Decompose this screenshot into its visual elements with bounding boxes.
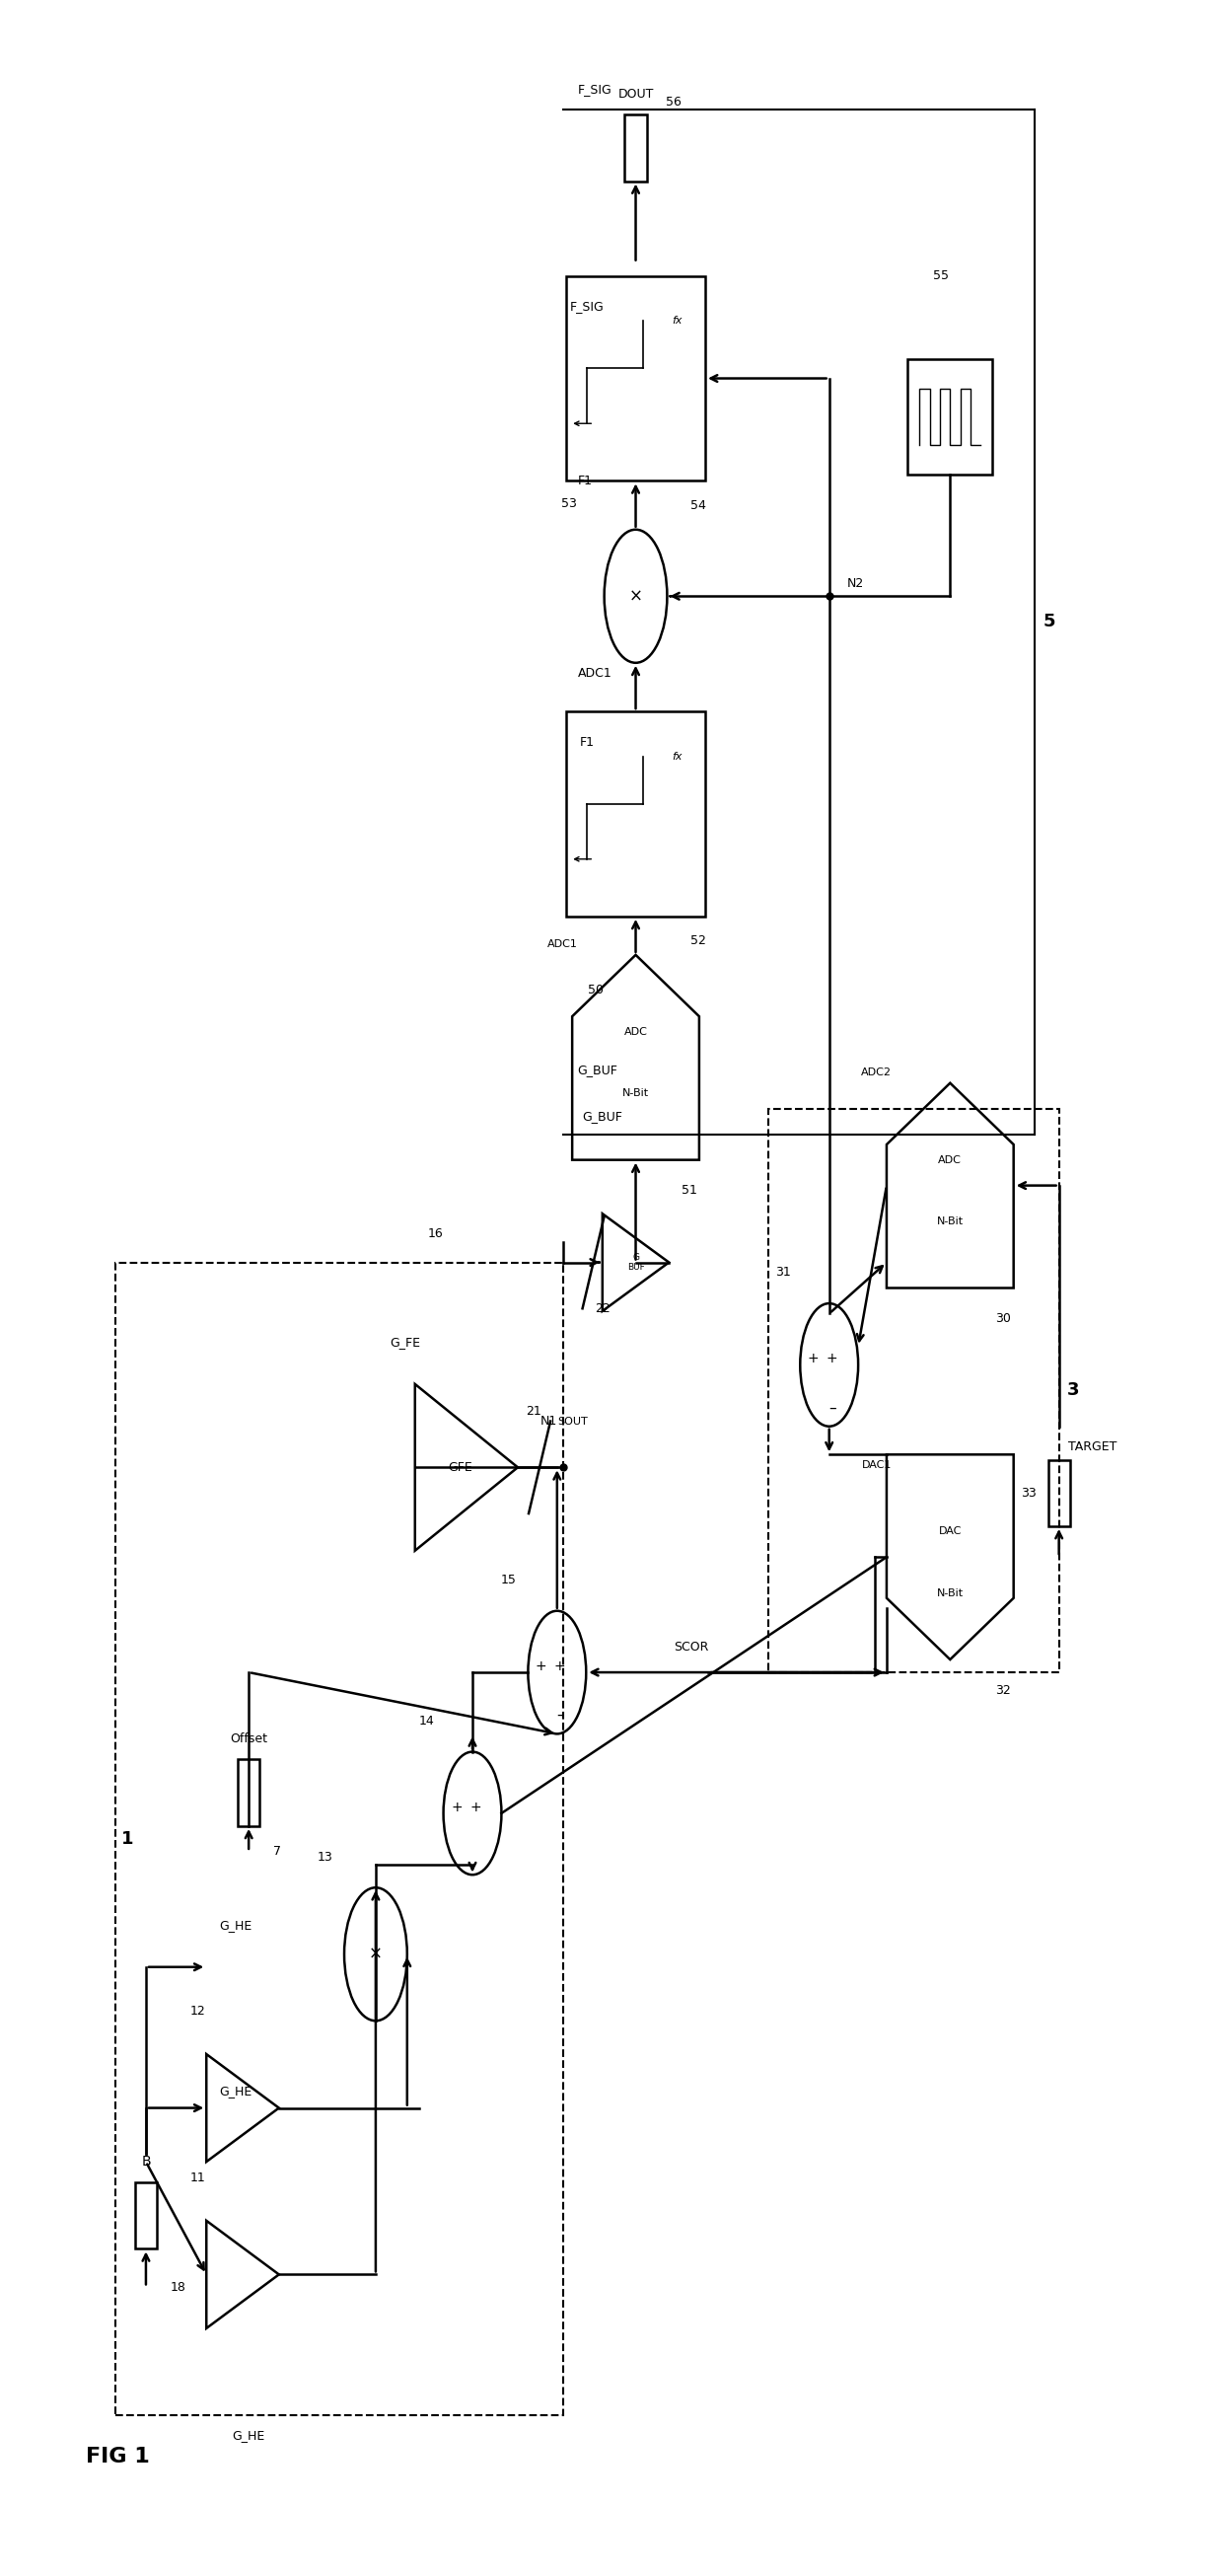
Text: 22: 22 — [596, 1301, 610, 1314]
Text: ADC1: ADC1 — [547, 940, 577, 951]
Text: 14: 14 — [418, 1716, 434, 1728]
Text: 53: 53 — [561, 497, 577, 510]
Bar — [625, 113, 647, 180]
Text: fx: fx — [673, 317, 682, 327]
Text: GFE: GFE — [448, 1461, 472, 1473]
Text: ADC: ADC — [938, 1154, 961, 1164]
Text: N1: N1 — [541, 1414, 558, 1427]
Text: +: + — [536, 1659, 547, 1672]
Text: –: – — [556, 1708, 564, 1723]
Bar — [769, 1108, 1059, 1672]
Bar — [907, 358, 992, 474]
Text: 52: 52 — [691, 935, 706, 948]
Text: N-Bit: N-Bit — [937, 1216, 964, 1226]
Text: 7: 7 — [273, 1844, 281, 1857]
Text: G_BUF: G_BUF — [577, 1064, 618, 1077]
Text: +: + — [470, 1801, 481, 1814]
Text: G_FE: G_FE — [389, 1337, 419, 1350]
Text: ×: × — [629, 587, 642, 605]
Text: 1: 1 — [121, 1829, 135, 1847]
Text: ADC2: ADC2 — [861, 1069, 892, 1077]
Text: G_HE: G_HE — [232, 2429, 265, 2442]
Text: G_HE: G_HE — [219, 1919, 252, 1932]
Text: 5: 5 — [1043, 613, 1055, 631]
Bar — [116, 1262, 563, 2416]
Bar — [135, 2182, 157, 2249]
Text: 16: 16 — [428, 1229, 443, 1242]
Text: ADC1: ADC1 — [577, 667, 612, 680]
Text: 30: 30 — [996, 1311, 1011, 1324]
Text: 15: 15 — [501, 1574, 516, 1587]
Text: N2: N2 — [848, 577, 865, 590]
Text: FIG 1: FIG 1 — [86, 2447, 149, 2468]
Text: DAC1: DAC1 — [861, 1461, 892, 1471]
Text: F1: F1 — [577, 474, 592, 487]
Text: 32: 32 — [996, 1685, 1011, 1698]
Text: N-Bit: N-Bit — [623, 1087, 649, 1097]
Text: TARGET: TARGET — [1069, 1440, 1118, 1453]
Text: 13: 13 — [317, 1850, 333, 1862]
Text: fx: fx — [673, 752, 682, 762]
Text: F1: F1 — [580, 737, 594, 750]
Text: G_BUF: G_BUF — [582, 1110, 623, 1123]
Text: 33: 33 — [1021, 1486, 1036, 1499]
Text: +: + — [451, 1801, 462, 1814]
Text: F_SIG: F_SIG — [577, 82, 612, 95]
Text: 18: 18 — [170, 2280, 186, 2293]
Text: SOUT: SOUT — [558, 1417, 588, 1427]
Text: DOUT: DOUT — [618, 88, 653, 100]
Bar — [566, 276, 706, 482]
Text: 54: 54 — [691, 500, 706, 513]
Text: 11: 11 — [191, 2172, 205, 2184]
Text: SCOR: SCOR — [674, 1641, 708, 1654]
Text: +: + — [807, 1352, 819, 1365]
Text: N-Bit: N-Bit — [937, 1587, 964, 1597]
Text: ×: × — [369, 1945, 383, 1963]
Text: 51: 51 — [681, 1185, 697, 1198]
Text: 55: 55 — [933, 270, 948, 283]
Text: 56: 56 — [665, 95, 681, 108]
Text: 31: 31 — [775, 1267, 791, 1280]
Text: –: – — [828, 1401, 835, 1414]
Text: F_SIG: F_SIG — [570, 301, 604, 314]
Text: 12: 12 — [191, 2004, 205, 2017]
Text: +: + — [827, 1352, 838, 1365]
Bar — [1048, 1461, 1070, 1528]
Text: +: + — [554, 1659, 566, 1672]
Text: G_HE: G_HE — [219, 2084, 252, 2097]
Text: 21: 21 — [526, 1404, 542, 1417]
Bar — [566, 711, 706, 917]
Text: 3: 3 — [1068, 1381, 1080, 1399]
Text: B: B — [141, 2156, 150, 2169]
Text: DAC: DAC — [938, 1528, 961, 1535]
Text: G
BUF: G BUF — [627, 1252, 645, 1273]
Bar — [237, 1759, 259, 1826]
Text: ADC: ADC — [624, 1028, 647, 1036]
Text: 50: 50 — [588, 984, 604, 997]
Text: Offset: Offset — [230, 1734, 268, 1747]
